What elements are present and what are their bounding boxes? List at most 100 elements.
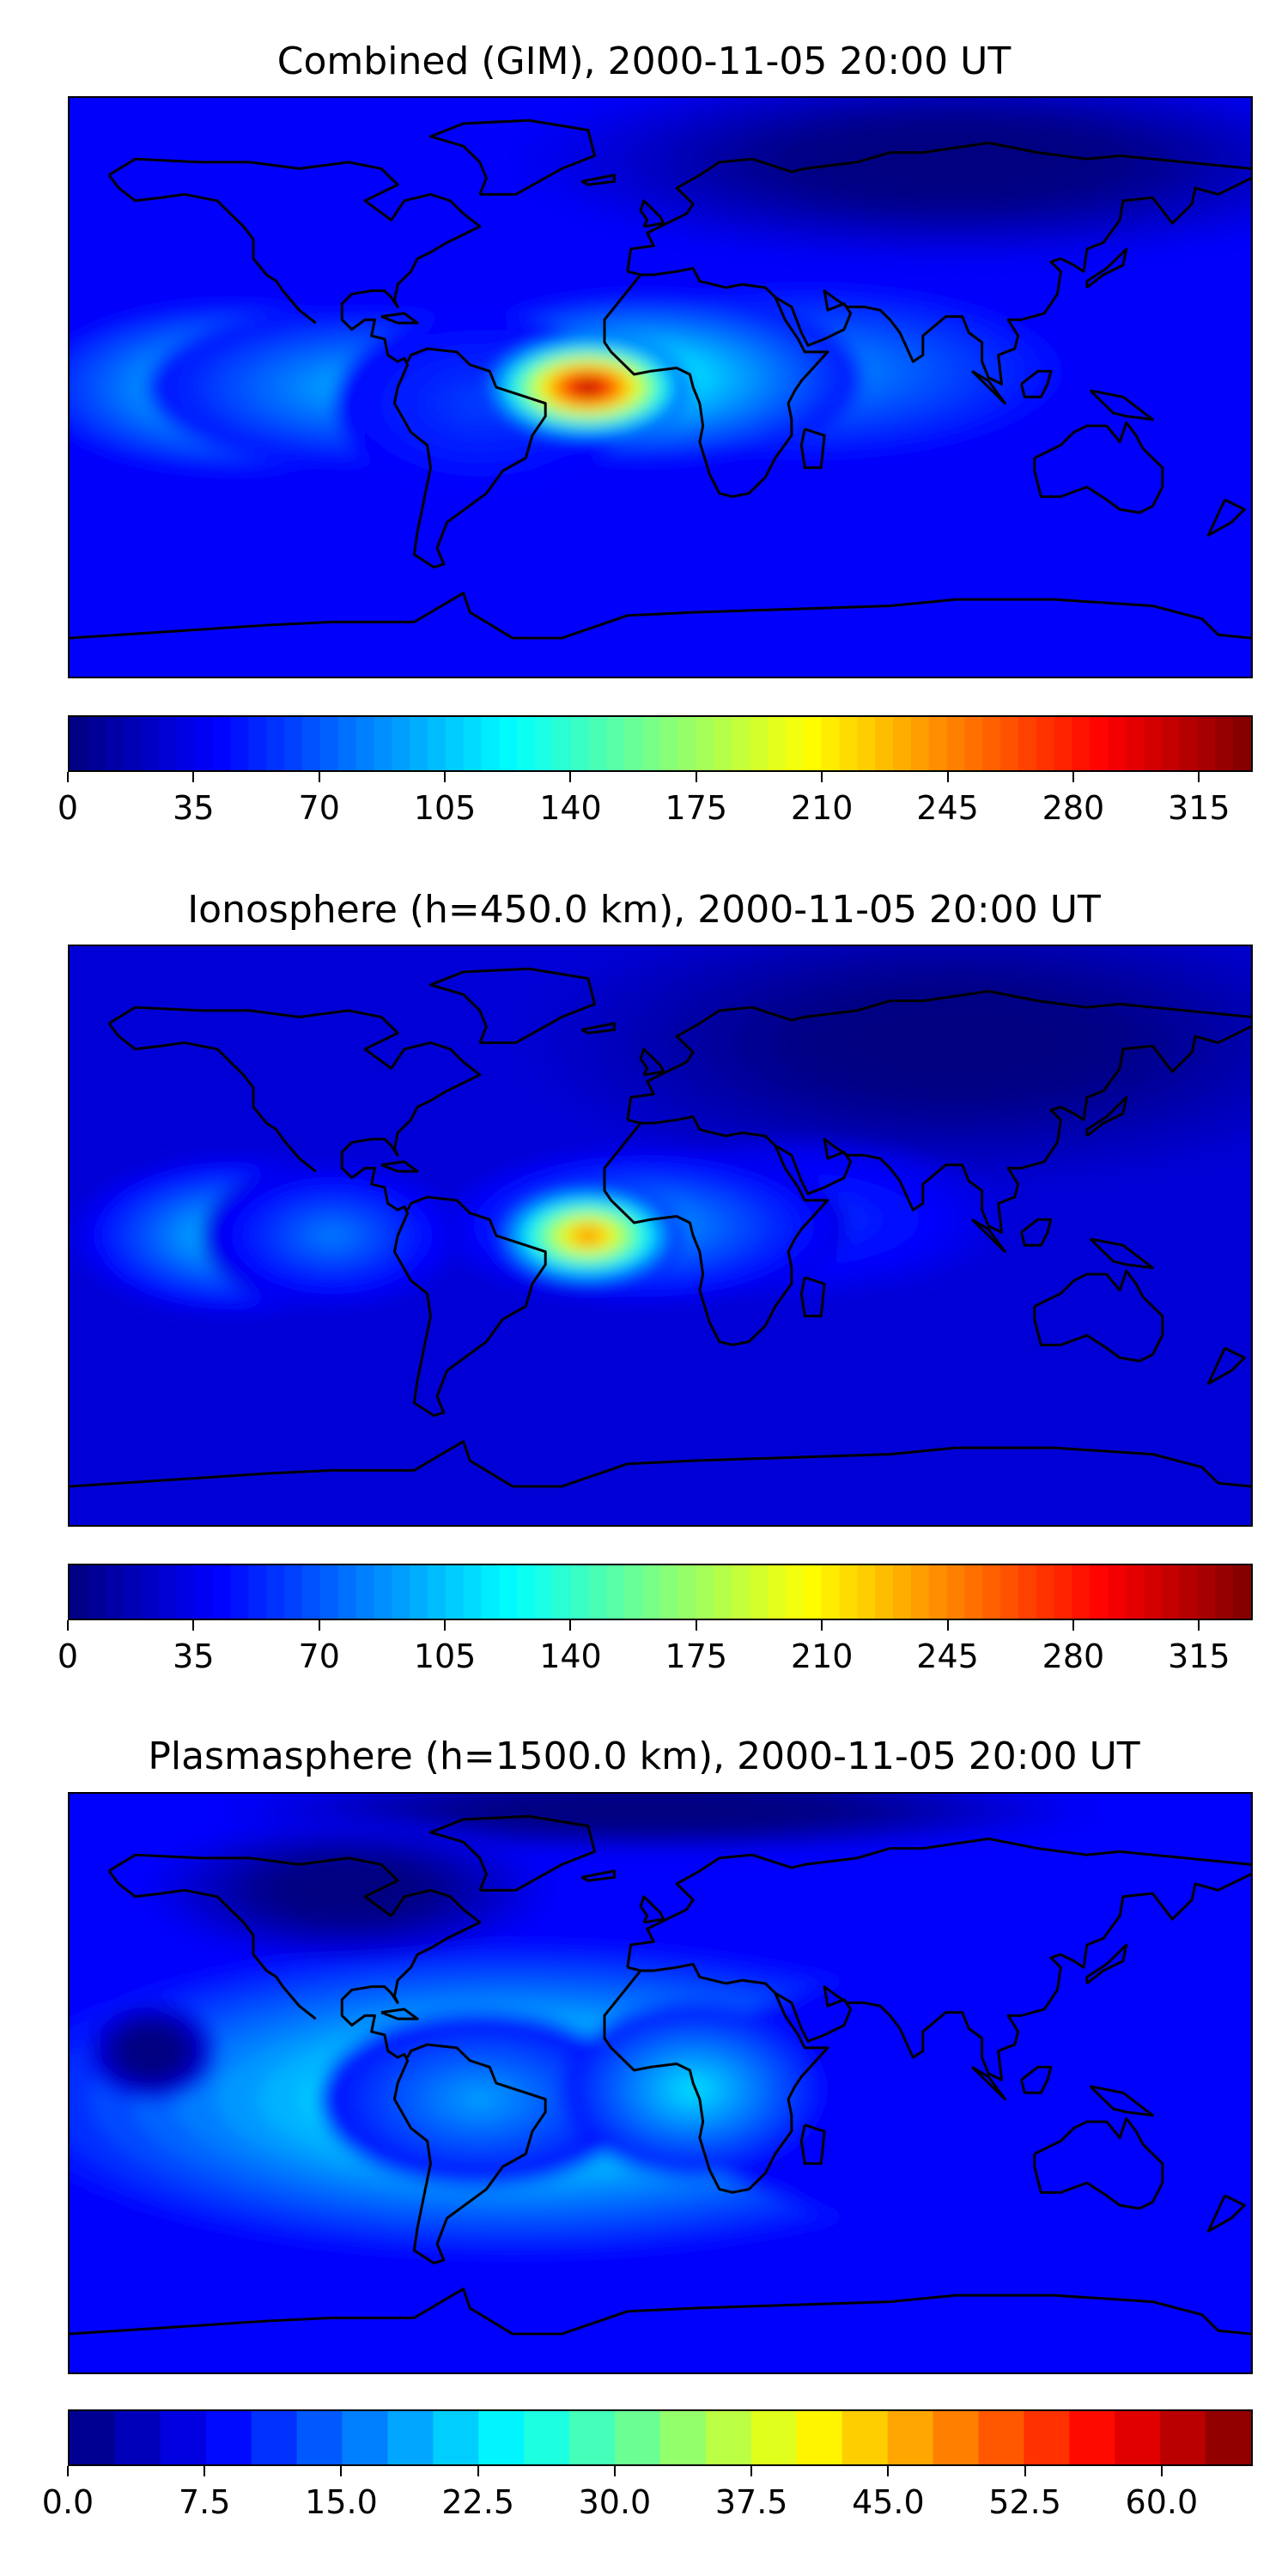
map-svg-combined bbox=[70, 98, 1251, 677]
colorbar-swatch bbox=[821, 1565, 841, 1619]
coastline bbox=[1033, 2117, 1164, 2210]
colorbar-swatch bbox=[1206, 2411, 1251, 2464]
colorbar-swatch bbox=[105, 717, 125, 770]
colorbar-swatch bbox=[374, 717, 392, 770]
colorbar-swatch bbox=[875, 1565, 894, 1619]
coastline bbox=[775, 1025, 1251, 1234]
coastline bbox=[626, 989, 1251, 1121]
colorbar-swatch bbox=[463, 717, 483, 770]
colorbar-swatch bbox=[1024, 2411, 1070, 2464]
colorbar-swatch bbox=[355, 717, 375, 770]
colorbar-swatch bbox=[978, 2411, 1024, 2464]
colorbar-swatch bbox=[803, 1565, 823, 1619]
colorbar-swatch bbox=[478, 2411, 525, 2464]
colorbar-tick bbox=[569, 772, 572, 782]
heatmap-contour bbox=[680, 2081, 706, 2099]
coastline bbox=[70, 1440, 1251, 1488]
colorbar-swatch bbox=[1233, 717, 1251, 770]
colorbar-swatch bbox=[732, 717, 750, 770]
heatmap-contour bbox=[330, 1882, 368, 1899]
colorbar-swatch bbox=[660, 2411, 707, 2464]
colorbar-tick bbox=[569, 1620, 572, 1631]
colorbar-swatch bbox=[70, 2411, 116, 2464]
colorbar-tick bbox=[318, 1620, 320, 1631]
coastline bbox=[428, 1814, 597, 1892]
colorbar-swatch bbox=[284, 717, 303, 770]
colorbar-swatch bbox=[803, 717, 823, 770]
colorbar-swatch bbox=[1161, 1565, 1181, 1619]
colorbar-swatch bbox=[463, 1565, 483, 1619]
coastline bbox=[107, 1869, 317, 2020]
colorbar-swatch bbox=[319, 1565, 339, 1619]
colorbar-swatch bbox=[570, 1565, 590, 1619]
colorbar-swatch bbox=[964, 717, 983, 770]
colorbar-swatch bbox=[433, 2411, 479, 2464]
colorbar-tick-label: 315 bbox=[1168, 789, 1230, 827]
colorbar-tick bbox=[1198, 1620, 1200, 1631]
colorbar-swatch bbox=[796, 2411, 843, 2464]
colorbar-swatch bbox=[302, 717, 321, 770]
heatmap-contour bbox=[578, 1230, 598, 1242]
colorbar-svg-combined bbox=[70, 717, 1251, 770]
colorbar-swatch bbox=[821, 717, 841, 770]
colorbar-swatch bbox=[177, 1565, 196, 1619]
colorbar-swatch bbox=[964, 1565, 983, 1619]
colorbar-swatch bbox=[624, 717, 643, 770]
panel-title-ionosphere: Ionosphere (h=450.0 km), 2000-11-05 20:0… bbox=[187, 888, 1101, 932]
colorbar-tick bbox=[1198, 772, 1200, 782]
colorbar-tick-label: 280 bbox=[1042, 1637, 1105, 1675]
coastline bbox=[799, 1276, 826, 1318]
colorbar-tick-label: 15.0 bbox=[305, 2483, 378, 2521]
colorbar-swatch bbox=[499, 717, 518, 770]
colorbar-swatch bbox=[1018, 1565, 1037, 1619]
colorbar-tick-label: 7.5 bbox=[179, 2483, 231, 2521]
colorbar-swatch bbox=[910, 717, 930, 770]
coastline bbox=[1085, 1943, 1128, 1985]
colorbar-swatch bbox=[660, 1565, 679, 1619]
coastline bbox=[428, 118, 597, 196]
colorbar-swatch bbox=[1215, 1565, 1234, 1619]
colorbar-swatch bbox=[1143, 1565, 1163, 1619]
colorbar-tick bbox=[340, 2466, 343, 2476]
colorbar-swatch bbox=[194, 1565, 214, 1619]
colorbar-swatch bbox=[588, 717, 608, 770]
colorbar-swatch bbox=[212, 717, 232, 770]
colorbar-swatch bbox=[342, 2411, 389, 2464]
colorbar-swatch bbox=[445, 1565, 465, 1619]
colorbar-swatch bbox=[302, 1565, 321, 1619]
colorbar-plasmasphere bbox=[68, 2409, 1253, 2466]
colorbar-tick bbox=[946, 1620, 949, 1631]
colorbar-swatch bbox=[517, 717, 536, 770]
colorbar-swatch bbox=[714, 717, 732, 770]
colorbar-swatch bbox=[517, 1565, 536, 1619]
colorbar-swatch bbox=[732, 1565, 750, 1619]
colorbar-swatch bbox=[392, 717, 410, 770]
colorbar-swatch bbox=[1215, 717, 1234, 770]
colorbar-swatch bbox=[615, 2411, 661, 2464]
coastline bbox=[775, 1873, 1251, 2081]
colorbar-swatch bbox=[982, 1565, 1001, 1619]
coastline bbox=[1020, 2065, 1053, 2094]
colorbar-tick-label: 35 bbox=[173, 789, 215, 827]
colorbar-swatch bbox=[1000, 1565, 1019, 1619]
colorbar-svg-plasmasphere bbox=[70, 2411, 1251, 2464]
coastline bbox=[639, 199, 665, 228]
colorbar-swatch bbox=[70, 717, 88, 770]
colorbar-swatch bbox=[910, 1565, 930, 1619]
colorbar-tick-label: 280 bbox=[1042, 789, 1105, 827]
colorbar-swatch bbox=[123, 717, 142, 770]
heatmap-combined bbox=[68, 96, 1253, 678]
colorbar-tick bbox=[444, 1620, 447, 1631]
coastline bbox=[1206, 1346, 1246, 1385]
map-svg-ionosphere bbox=[70, 946, 1251, 1525]
coastline bbox=[639, 1048, 665, 1077]
colorbar-swatch bbox=[875, 717, 894, 770]
colorbar-swatch bbox=[696, 717, 715, 770]
colorbar-swatch bbox=[887, 2411, 934, 2464]
colorbar-swatch bbox=[933, 2411, 980, 2464]
heatmap-contour bbox=[917, 1029, 994, 1057]
colorbar-swatch bbox=[248, 1565, 267, 1619]
colorbar-tick-label: 245 bbox=[916, 789, 979, 827]
colorbar-tick bbox=[67, 1620, 69, 1631]
coastline bbox=[775, 177, 1251, 386]
